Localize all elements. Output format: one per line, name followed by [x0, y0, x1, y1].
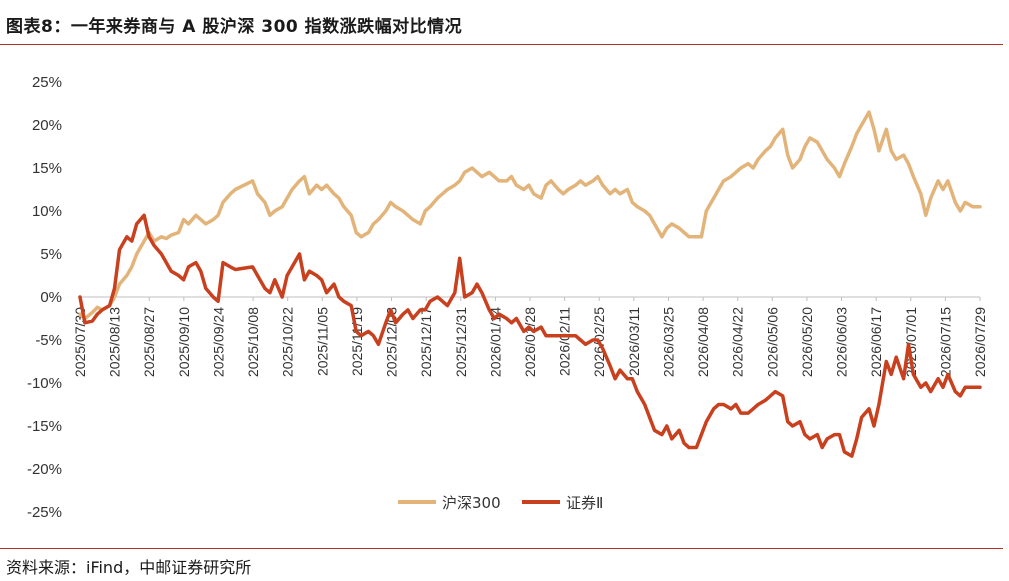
x-tick-label: 2025/12/03	[384, 307, 400, 377]
x-tick-label: 2026/01/28	[522, 307, 538, 377]
x-tick-label: 2025/12/17	[418, 307, 434, 377]
x-tick-label: 2026/04/22	[730, 307, 746, 377]
x-tick-label: 2026/02/11	[557, 307, 573, 376]
x-tick-label: 2025/07/30	[72, 307, 88, 377]
y-tick-label: 25%	[32, 74, 62, 91]
x-tick-label: 2026/07/29	[972, 307, 988, 377]
x-tick-label: 2025/08/27	[141, 307, 157, 377]
line-chart: 25% 20% 15% 10% 5% 0% -5% -10% -15% -20% -25% 2025…	[27, 74, 988, 521]
x-tick-label: 2026/01/14	[487, 307, 503, 377]
x-tick-label: 2026/06/17	[868, 307, 884, 377]
y-tick-label: 5%	[40, 246, 62, 263]
y-tick-label: -15%	[27, 418, 62, 435]
y-tick-label: 20%	[32, 117, 62, 134]
y-tick-label: -20%	[27, 461, 62, 478]
x-tick-label: 2025/11/05	[314, 307, 330, 376]
series-line-securities	[78, 213, 982, 458]
x-tick-label: 2025/09/24	[210, 307, 226, 377]
source-note: 资料来源：iFind，中邮证券研究所	[6, 558, 252, 577]
y-tick-label: -5%	[35, 332, 62, 349]
y-tick-label: -10%	[27, 375, 62, 392]
series-line-csi300	[78, 110, 982, 321]
x-tick-label: 2026/07/15	[937, 307, 953, 377]
x-tick-label: 2026/03/11	[626, 307, 642, 376]
y-tick-label: 10%	[32, 203, 62, 220]
x-tick-label: 2025/08/13	[107, 307, 123, 377]
x-tick-label: 2025/09/10	[176, 307, 192, 377]
y-axis-ticks: 25% 20% 15% 10% 5% 0% -5% -10% -15% -20% -25%	[27, 74, 62, 521]
x-tick-label: 2025/10/22	[280, 307, 296, 377]
figure-title: 图表8：一年来券商与 A 股沪深 300 指数涨跌幅对比情况	[6, 17, 463, 37]
x-tick-label: 2025/10/08	[245, 307, 261, 377]
x-tick-label: 2026/04/08	[695, 307, 711, 377]
x-axis-ticks: 2025/07/30 2025/08/13 2025/08/27 2025/09/10…	[72, 297, 988, 377]
x-tick-label: 2025/12/31	[453, 307, 469, 377]
footer-rule	[0, 548, 1003, 549]
x-tick-label: 2026/06/03	[834, 307, 850, 377]
x-tick-label: 2026/05/06	[764, 307, 780, 377]
legend: 沪深300 证券Ⅱ	[398, 494, 603, 512]
x-tick-label: 2025/11/19	[349, 307, 365, 376]
y-tick-label: -25%	[27, 504, 62, 521]
legend-label: 证券Ⅱ	[566, 494, 603, 512]
y-tick-label: 15%	[32, 160, 62, 177]
legend-label: 沪深300	[442, 494, 501, 512]
y-tick-label: 0%	[40, 289, 62, 306]
x-tick-label: 2026/03/25	[660, 307, 676, 377]
series-lines	[78, 110, 982, 458]
x-tick-label: 2026/05/20	[799, 307, 815, 377]
title-rule	[0, 44, 1003, 45]
